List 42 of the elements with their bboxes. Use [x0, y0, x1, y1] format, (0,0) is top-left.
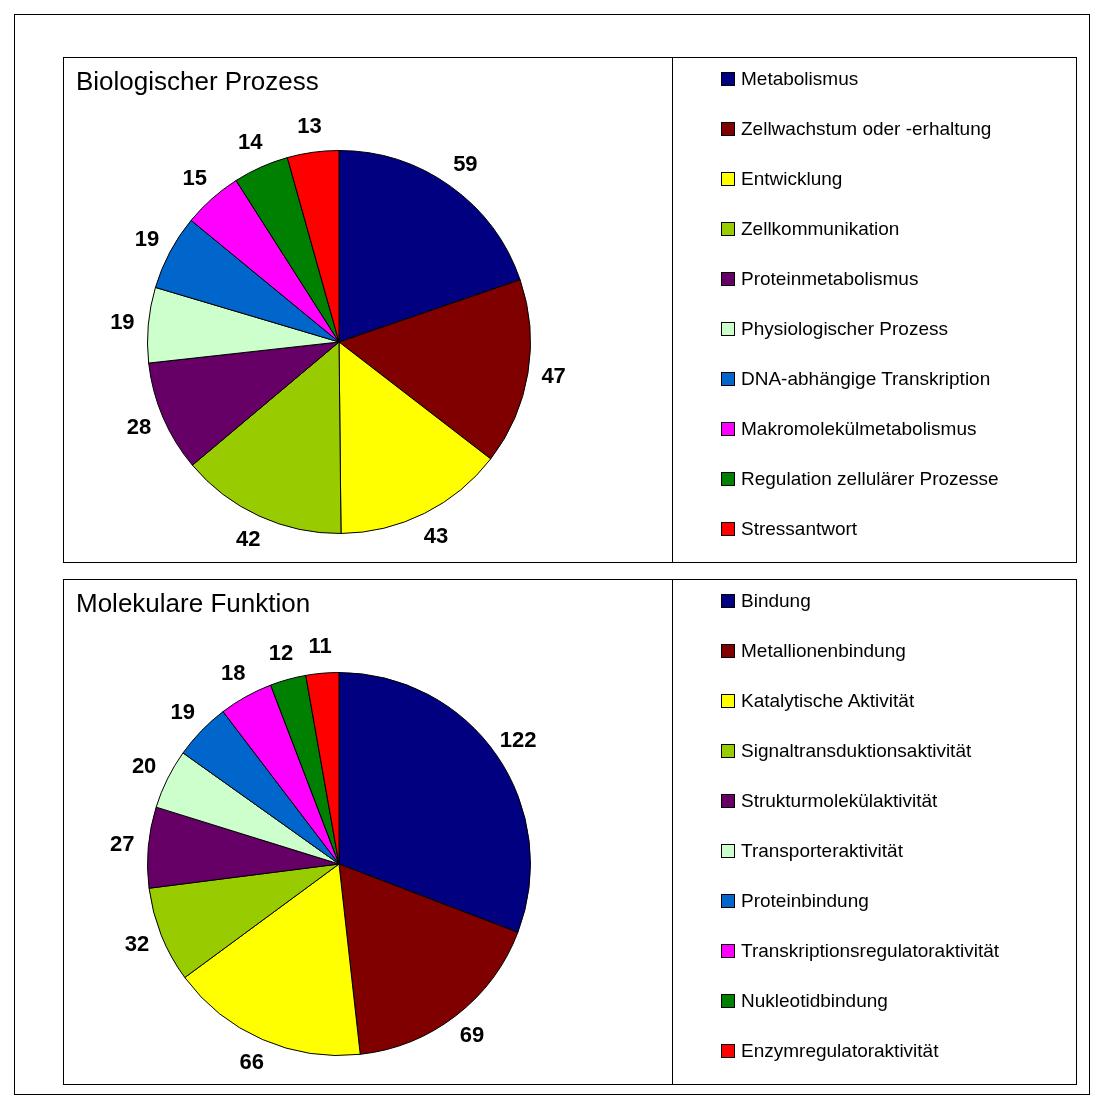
legend-label: Katalytische Aktivität: [741, 690, 915, 712]
data-label: 122: [499, 726, 537, 752]
legend-label: Stressantwort: [741, 518, 858, 540]
data-label: 59: [453, 151, 478, 177]
data-label: 43: [423, 522, 449, 548]
data-label: 19: [170, 698, 196, 724]
legend-label: Nukleotidbindung: [741, 990, 888, 1012]
data-label: 47: [541, 363, 566, 389]
data-label: 27: [110, 831, 135, 857]
legend-label: Proteinmetabolismus: [741, 268, 919, 290]
data-label: 14: [238, 129, 264, 155]
legend-label: Metabolismus: [741, 68, 859, 90]
legend-label: Zellwachstum oder -erhaltung: [741, 118, 992, 140]
legend-label: Regulation zellulärer Prozesse: [741, 468, 999, 490]
data-label: 69: [459, 1022, 485, 1048]
legend-label: Signaltransduktionsaktivität: [741, 740, 972, 762]
data-label: 19: [134, 225, 160, 251]
legend-label: Transkriptionsregulatoraktivität: [741, 940, 1000, 962]
legend-label: Metallionenbindung: [741, 640, 906, 662]
legend-label: Proteinbindung: [741, 890, 869, 912]
legend-label: Transporteraktivität: [741, 840, 903, 862]
data-label: 28: [126, 413, 152, 439]
data-label: 32: [124, 930, 150, 956]
data-label: 66: [239, 1049, 265, 1075]
data-label: 20: [131, 753, 157, 779]
legend-label: Zellkommunikation: [741, 218, 900, 240]
legend-label: DNA-abhängige Transkription: [741, 368, 991, 390]
data-label: 13: [297, 112, 322, 138]
legend-label: Entwicklung: [741, 168, 843, 190]
data-label: 18: [221, 660, 246, 685]
data-label: 19: [110, 308, 135, 334]
legend-label: Enzymregulatoraktivität: [741, 1040, 939, 1062]
chart-title: Biologischer Prozess: [76, 66, 319, 97]
legend-label: Physiologischer Prozess: [741, 318, 948, 340]
chart-title: Molekulare Funktion: [76, 588, 311, 619]
legend-label: Strukturmolekülaktivität: [741, 790, 938, 812]
legend-label: Makromolekülmetabolismus: [741, 418, 977, 440]
data-label: 42: [235, 525, 261, 551]
legend-label: Bindung: [741, 590, 811, 612]
data-label: 11: [308, 633, 332, 659]
data-label: 12: [268, 640, 294, 666]
data-label: 15: [182, 165, 208, 191]
